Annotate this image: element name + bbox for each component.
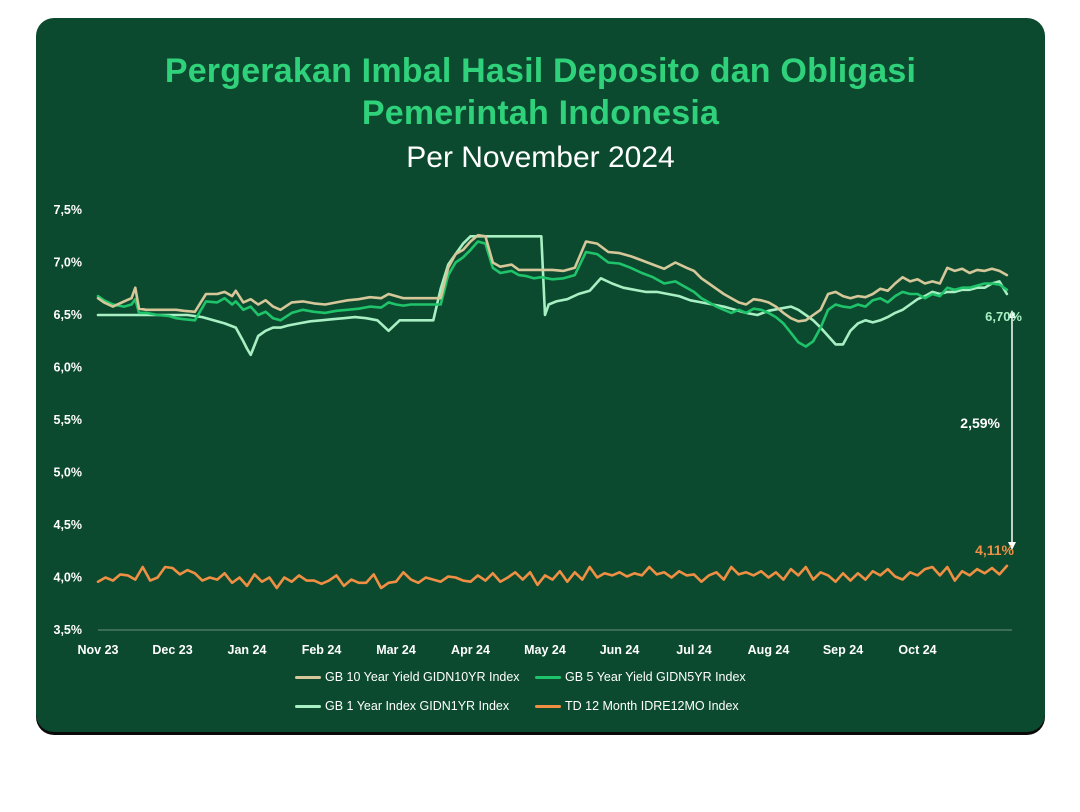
legend-row-1: GB 10 Year Yield GIDN10YR Index GB 5 Yea…	[295, 670, 795, 686]
legend-swatch-gb10	[295, 675, 321, 679]
x-tick-label: Aug 24	[748, 643, 790, 657]
legend-label-gb5: GB 5 Year Yield GIDN5YR Index	[565, 670, 746, 684]
line-td12	[96, 564, 1009, 590]
y-tick-label: 7,5%	[54, 203, 83, 217]
y-tick-label: 5,5%	[54, 413, 83, 427]
y-tick-label: 4,5%	[54, 518, 83, 532]
x-tick-label: Jan 24	[228, 643, 267, 657]
y-tick-label: 7,0%	[54, 256, 83, 270]
y-tick-label: 6,0%	[54, 361, 83, 375]
x-tick-label: Sep 24	[823, 643, 863, 657]
x-tick-label: May 24	[524, 643, 566, 657]
legend-item-gb5[interactable]: GB 5 Year Yield GIDN5YR Index	[535, 670, 746, 684]
line-gb10	[96, 233, 1009, 323]
legend-row-2: GB 1 Year Index GIDN1YR Index TD 12 Mont…	[295, 699, 795, 715]
legend-item-gb1[interactable]: GB 1 Year Index GIDN1YR Index	[295, 699, 509, 713]
x-tick-label: Apr 24	[451, 643, 490, 657]
x-tick-label: Oct 24	[898, 643, 936, 657]
x-tick-label: Jun 24	[600, 643, 640, 657]
legend-swatch-td12	[535, 704, 561, 708]
spread-label: 2,59%	[960, 415, 1000, 431]
line-gb1	[96, 235, 1009, 357]
legend-swatch-gb1	[295, 704, 321, 708]
y-tick-label: 4,0%	[54, 571, 83, 585]
legend-item-td12[interactable]: TD 12 Month IDRE12MO Index	[535, 699, 739, 713]
spread-arrow-head-down	[1008, 541, 1016, 550]
x-tick-label: Feb 24	[302, 643, 342, 657]
legend-swatch-gb5	[535, 675, 561, 679]
legend-label-td12: TD 12 Month IDRE12MO Index	[565, 699, 739, 713]
chart-subtitle: Per November 2024	[406, 141, 675, 174]
chart-title: Pergerakan Imbal Hasil Deposito dan Obli…	[36, 50, 1045, 134]
x-tick-label: Mar 24	[376, 643, 416, 657]
x-tick-label: Nov 23	[78, 643, 119, 657]
line-gb5	[96, 240, 1009, 348]
chart-title-line-2: Pemerintah Indonesia	[361, 94, 720, 132]
spread-arrow-head-up	[1008, 310, 1016, 318]
legend-label-gb10: GB 10 Year Yield GIDN10YR Index	[325, 670, 520, 684]
x-tick-label: Dec 23	[152, 643, 192, 657]
chart-title-line-1: Pergerakan Imbal Hasil Deposito dan Obli…	[164, 52, 917, 90]
y-tick-label: 5,0%	[54, 466, 83, 480]
y-tick-label: 6,5%	[54, 308, 83, 322]
td-last-value-label: 4,11%	[975, 542, 1014, 558]
gb-last-value-label: 6,70%	[985, 309, 1022, 324]
chart-card	[36, 18, 1045, 732]
legend-item-gb10[interactable]: GB 10 Year Yield GIDN10YR Index	[295, 670, 520, 684]
x-tick-label: Jul 24	[676, 643, 711, 657]
y-tick-label: 3,5%	[54, 623, 83, 637]
legend-label-gb1: GB 1 Year Index GIDN1YR Index	[325, 699, 510, 713]
